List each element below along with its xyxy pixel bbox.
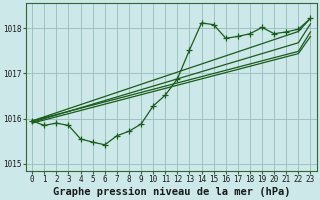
X-axis label: Graphe pression niveau de la mer (hPa): Graphe pression niveau de la mer (hPa) (52, 186, 290, 197)
